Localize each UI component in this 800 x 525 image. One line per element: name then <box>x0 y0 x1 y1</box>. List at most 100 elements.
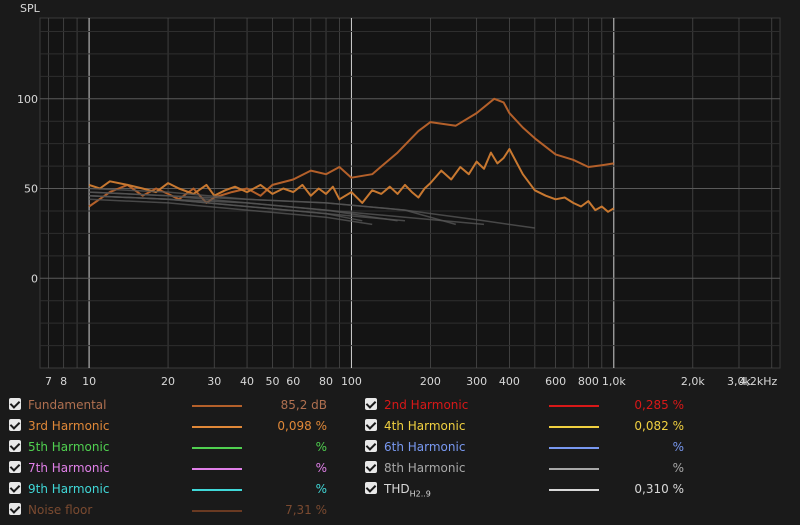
legend-value: % <box>315 461 327 475</box>
legend-label-text: THD <box>384 482 410 496</box>
x-tick-label: 300 <box>466 375 487 388</box>
legend-checkbox[interactable] <box>365 482 377 494</box>
legend-label: Fundamental <box>28 395 107 415</box>
legend-row[interactable]: 8th Harmonic% <box>365 458 695 478</box>
x-tick-label: 600 <box>545 375 566 388</box>
legend-label-text: Noise floor <box>28 503 93 517</box>
legend-swatch <box>549 489 599 491</box>
series-line-fundamental <box>88 97 614 208</box>
legend-swatch <box>192 510 242 512</box>
legend-checkbox[interactable] <box>9 440 21 452</box>
series-line-3rd-harmonic <box>88 148 615 213</box>
legend: Fundamental 85,2 dB 3rd Harmonic 0,098 % 5th… <box>0 394 800 525</box>
legend-value: % <box>315 440 327 454</box>
legend-row[interactable]: Fundamental 85,2 dB <box>9 395 339 415</box>
legend-row[interactable]: 9th Harmonic% <box>9 479 339 499</box>
x-tick-label: 80 <box>319 375 333 388</box>
legend-label: 6th Harmonic <box>384 437 465 457</box>
chart: 0 50 100 7 8 10 20 30 40 50 60 80 100 200 300 400 600 800… <box>17 2 781 388</box>
legend-label-text: 2nd Harmonic <box>384 398 469 412</box>
x-tick-label: 30 <box>207 375 221 388</box>
legend-swatch <box>549 426 599 428</box>
x-tick-label: 400 <box>499 375 520 388</box>
legend-swatch <box>192 405 242 407</box>
legend-value: 0,098 % <box>277 419 327 433</box>
legend-value: % <box>672 440 684 454</box>
legend-swatch <box>549 405 599 407</box>
legend-checkbox[interactable] <box>365 461 377 473</box>
legend-value: 85,2 dB <box>280 398 327 412</box>
x-tick-label: 1,0k <box>602 375 626 388</box>
legend-label-text: 8th Harmonic <box>384 461 466 475</box>
legend-checkbox[interactable] <box>9 503 21 515</box>
legend-row[interactable]: 3rd Harmonic 0,098 % <box>9 416 339 436</box>
legend-label: 9th Harmonic <box>28 479 109 499</box>
legend-value: % <box>672 461 684 475</box>
legend-row[interactable]: THDH2..9 0,310 % <box>365 479 695 499</box>
legend-value: 0,285 % <box>634 398 684 412</box>
y-axis-label: SPL <box>20 2 41 15</box>
legend-row[interactable]: 6th Harmonic% <box>365 437 695 457</box>
legend-label: THDH2..9 <box>384 479 431 504</box>
legend-swatch <box>192 447 242 449</box>
legend-row[interactable]: 2nd Harmonic 0,285 % <box>365 395 695 415</box>
background-trace <box>89 194 363 222</box>
x-tick-label: 8 <box>60 375 67 388</box>
legend-label-text: 7th Harmonic <box>28 461 110 475</box>
background-trace <box>89 187 457 226</box>
y-tick-label: 0 <box>31 272 38 285</box>
legend-checkbox[interactable] <box>9 398 21 410</box>
x-tick-label: 800 <box>578 375 599 388</box>
x-tick-label: 2,0k <box>681 375 705 388</box>
legend-label-text: 4th Harmonic <box>384 419 466 433</box>
y-tick-label: 100 <box>17 93 38 106</box>
legend-label-text: 9th Harmonic <box>28 482 110 496</box>
legend-label-text: 6th Harmonic <box>384 440 466 454</box>
legend-value: 0,082 % <box>634 419 684 433</box>
x-tick-label: 100 <box>341 375 362 388</box>
legend-row[interactable]: 7th Harmonic% <box>9 458 339 478</box>
x-tick-label: 40 <box>240 375 254 388</box>
legend-label-text: 3rd Harmonic <box>28 419 110 433</box>
legend-swatch <box>549 468 599 470</box>
x-tick-label: 50 <box>265 375 279 388</box>
legend-row[interactable]: 4th Harmonic 0,082 % <box>365 416 695 436</box>
x-tick-label: 10 <box>82 375 96 388</box>
legend-row[interactable]: Noise floor 7,31 % <box>9 500 339 520</box>
legend-checkbox[interactable] <box>9 419 21 431</box>
legend-label-subscript: H2..9 <box>409 489 431 499</box>
legend-checkbox[interactable] <box>9 461 21 473</box>
x-tick-label: 20 <box>161 375 175 388</box>
legend-swatch <box>549 447 599 449</box>
legend-label-text: 5th Harmonic <box>28 440 110 454</box>
legend-value: % <box>315 482 327 496</box>
x-tick-label: 60 <box>286 375 300 388</box>
legend-label: Noise floor <box>28 500 92 520</box>
legend-checkbox[interactable] <box>365 440 377 452</box>
legend-swatch <box>192 426 242 428</box>
legend-label-text: Fundamental <box>28 398 107 412</box>
tick-labels: 0 50 100 7 8 10 20 30 40 50 60 80 100 200 300 400 600 800… <box>17 93 778 388</box>
legend-value: 0,310 % <box>634 482 684 496</box>
legend-checkbox[interactable] <box>365 419 377 431</box>
legend-row[interactable]: 5th Harmonic% <box>9 437 339 457</box>
legend-swatch <box>192 468 242 470</box>
x-tick-label: 3,0k <box>727 375 751 388</box>
legend-swatch <box>192 489 242 491</box>
legend-label: 3rd Harmonic <box>28 416 109 436</box>
legend-checkbox[interactable] <box>365 398 377 410</box>
legend-label: 7th Harmonic <box>28 458 109 478</box>
series-group <box>88 97 615 229</box>
legend-label: 5th Harmonic <box>28 437 109 457</box>
y-tick-label: 50 <box>24 183 38 196</box>
background-trace <box>89 198 373 226</box>
legend-checkbox[interactable] <box>9 482 21 494</box>
legend-label: 2nd Harmonic <box>384 395 468 415</box>
legend-label: 4th Harmonic <box>384 416 465 436</box>
grid <box>40 18 780 368</box>
legend-value: 7,31 % <box>285 503 327 517</box>
x-tick-label: 7 <box>45 375 52 388</box>
legend-label: 8th Harmonic <box>384 458 465 478</box>
x-tick-label: 200 <box>420 375 441 388</box>
x-tick-label: 4,2kHz <box>739 375 777 388</box>
